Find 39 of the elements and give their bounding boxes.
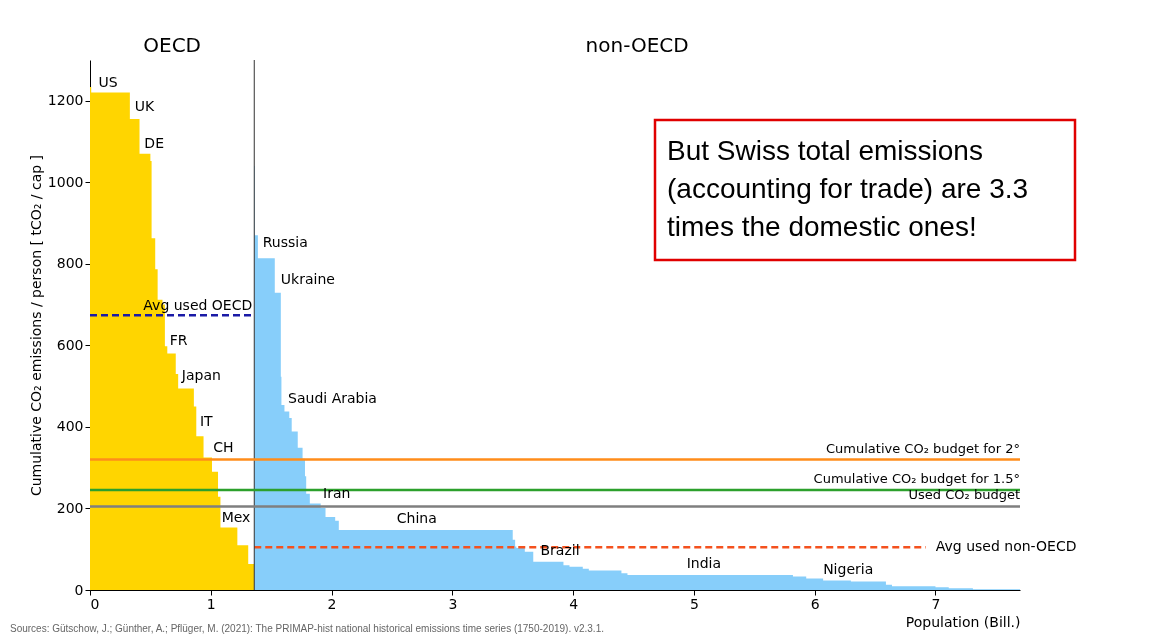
annotation: FR [169,332,188,349]
x-tick-label: 1 [206,595,216,612]
ref-line-label: Cumulative CO₂ budget for 1.5° [813,471,1020,487]
x-tick-label: 3 [448,595,458,612]
annotation: India [686,554,722,571]
x-tick-label: 2 [327,595,337,612]
annotation: DE [144,134,164,151]
x-tick-label: 5 [689,595,699,612]
y-tick-label: 200 [56,499,84,516]
x-tick-label: 6 [810,595,820,612]
x-tick-label: 4 [569,595,579,612]
source-note: Sources: Gütschow, J.; Günther, A.; Pflüger, M. (2021): The PRIMAP-hist national historical emissions time series (1750-2019). v2.3.1. [10,623,604,634]
text: OECD [143,33,201,57]
annotation: Ukraine [280,271,335,288]
y-tick-label: 800 [56,255,84,272]
x-tick-label: 7 [931,595,941,612]
annotation: IT [199,412,214,429]
ref-line-label: Cumulative CO₂ budget for 2° [826,440,1020,456]
x-axis-title: Population (Bill.) [905,613,1021,630]
y-tick-label: 1200 [47,92,84,109]
annotation: China [396,509,437,526]
annotation: UK [134,98,155,115]
y-tick-label: 0 [74,581,84,598]
annotation: Japan [180,367,221,384]
x-tick-label: 0 [90,595,100,612]
annotation: Saudi Arabia [288,389,377,406]
series-label: Avg used non-OECD [935,538,1077,555]
y-axis-title: Cumulative CO₂ emissions / person [ tCO₂ / cap ] [27,154,44,497]
text: non-OECD [585,33,689,57]
annotation: Mex [221,508,251,525]
ref-line-label: Used CO₂ budget [908,487,1020,503]
annotation: CH [213,438,234,455]
annotation: US [98,73,118,90]
annotation: Russia [262,234,308,251]
annotation: But Swiss total emissions (accounting for trade) are 3.3 times the domestic ones! [667,135,1029,242]
y-tick-label: 400 [56,418,84,435]
annotation: Nigeria [823,560,874,577]
y-tick-label: 1000 [47,173,84,190]
y-tick-label: 600 [56,336,84,353]
